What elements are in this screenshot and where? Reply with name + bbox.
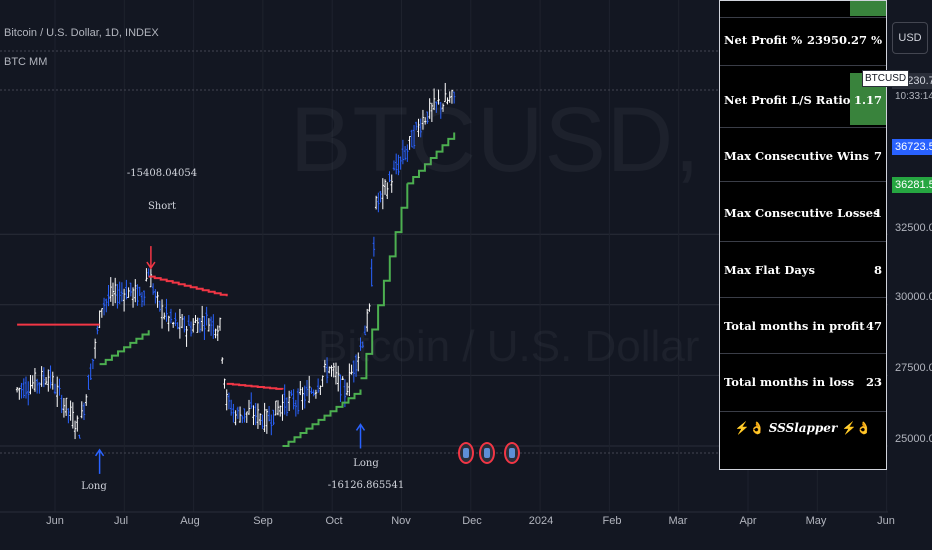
time-tick: Aug [180,515,200,527]
stats-row-label: Total months in loss [724,375,855,389]
us-event-icon[interactable] [479,442,495,464]
strategy-stats-table: Net Profit % 23950.27 % Net Profit L/S R… [719,0,887,470]
time-tick: Nov [391,515,411,527]
stats-row-value: 1 [873,206,882,220]
us-event-icon[interactable] [458,442,474,464]
chart-title: Bitcoin / U.S. Dollar, 1D, INDEX [4,27,159,39]
trailing-stop-line [282,389,362,447]
stats-row-label: Net Profit % [724,33,803,47]
indicator-label[interactable]: BTC MM [4,56,48,68]
currency-button[interactable]: USD [892,22,928,54]
long-signal-label: Long [353,458,379,469]
time-tick: Jun [46,515,64,527]
time-tick: Mar [668,515,688,527]
price-tick: 30000.00 [895,291,932,303]
table-divider [720,181,886,182]
stats-row-label: Max Consecutive Wins [724,149,869,163]
author-footer: ⚡👌 SSSlapper ⚡👌 [720,421,886,435]
time-tick: Dec [462,515,482,527]
trailing-stop-line [360,183,409,380]
price-label-blue: 36723.53 [892,139,932,155]
time-tick: Feb [602,515,622,527]
trailing-stop-line [148,275,228,297]
table-divider [720,17,886,18]
stats-row-label: Max Consecutive Losses [724,206,880,220]
price-label-green: 36281.59 [892,177,932,193]
stats-row-label: Total months in profit [724,319,865,333]
table-divider [720,353,886,354]
long-signal-arrowhead [355,423,366,431]
price-tick: 32500.00 [895,222,932,234]
time-tick: Sep [253,515,273,527]
bar-countdown: 10:33:14 [892,89,932,104]
top-green-cell [850,1,886,16]
trailing-stop-line [226,382,284,390]
stats-row-value: 7 [873,149,882,163]
time-tick: Jun [877,515,895,527]
short-signal-value: -15408.04054 [126,168,198,179]
time-tick: 2024 [528,515,554,527]
author-name: SSSlapper [768,421,838,435]
name-watermark: Bitcoin / U.S. Dollar [318,322,700,371]
stats-row-label: Net Profit L/S Ratio [724,93,851,107]
stats-row-value: 1.17 [853,93,882,107]
table-divider [720,241,886,242]
stats-row-value: 23950.27 % [807,33,882,47]
long-signal-value: -16126.865541 [327,480,405,491]
time-tick: Apr [739,515,757,527]
time-tick: Jul [113,515,129,527]
flame-icon: ⚡👌 [841,421,872,435]
short-signal-label: Short [147,201,177,212]
long-signal-arrowhead [94,448,105,457]
stats-row-value: 47 [865,319,882,333]
time-tick: Oct [325,515,343,527]
trailing-stop-line [407,132,456,185]
time-tick: May [805,515,827,527]
table-divider [720,411,886,412]
table-divider [720,127,886,128]
stats-row-value: 8 [873,263,882,277]
stats-row-value: 23 [865,375,882,389]
stats-row-label: Max Flat Days [724,263,815,277]
short-signal-arrowhead [146,261,156,270]
price-tick: 27500.00 [895,362,932,374]
table-divider [720,297,886,298]
price-tick: 25000.00 [895,433,932,445]
trailing-stop-line [99,330,150,366]
table-divider [720,65,886,66]
flame-icon: ⚡👌 [734,421,765,435]
us-event-icon[interactable] [504,442,520,464]
symbol-tag: BTCUSD [862,70,910,87]
long-signal-label-left: Long [81,481,107,492]
